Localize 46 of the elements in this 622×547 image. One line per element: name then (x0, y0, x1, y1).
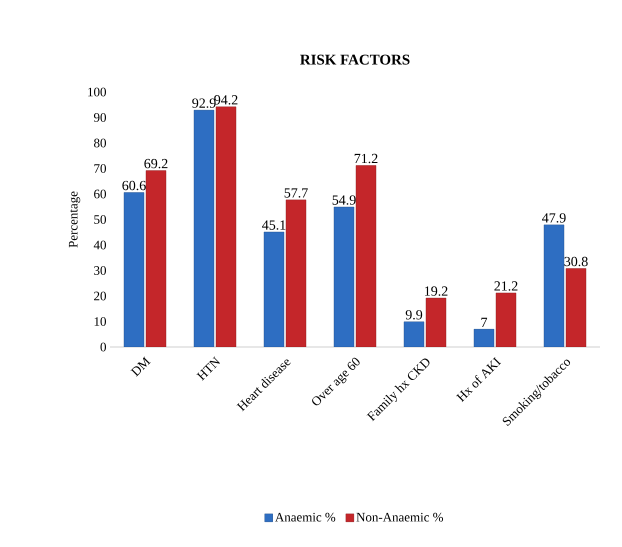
y-tick-label: 40 (94, 240, 106, 250)
y-tick-label: 90 (94, 113, 106, 122)
data-label: 9.9 (406, 310, 422, 320)
legend-label: Anaemic % (275, 512, 336, 522)
data-label: 47.9 (542, 213, 566, 223)
bar (566, 268, 586, 347)
data-label: 54.9 (332, 195, 356, 205)
x-tick-label: DM (130, 356, 151, 377)
data-label: 21.2 (494, 281, 518, 291)
y-tick-label: 60 (94, 190, 106, 198)
bar (544, 224, 564, 347)
bar (474, 328, 494, 347)
bar (216, 106, 236, 347)
data-label: 30.8 (564, 256, 588, 266)
chart-title: RISK FACTORS (300, 54, 410, 65)
y-tick-label: 0 (100, 342, 106, 352)
y-axis-title: Percentage (68, 192, 80, 248)
bar (356, 165, 376, 347)
data-label: 92.9 (192, 98, 216, 108)
bar (264, 232, 284, 347)
data-label: 69.2 (144, 158, 168, 168)
bar (404, 322, 424, 347)
y-tick-label: 50 (94, 215, 106, 224)
y-tick-label: 70 (94, 164, 106, 173)
bar (286, 200, 306, 347)
bar (426, 298, 446, 347)
data-label: 19.2 (425, 286, 448, 296)
bar (146, 170, 166, 347)
x-tick-label: Over age 60 (312, 358, 360, 406)
data-label: 60.6 (122, 180, 146, 190)
x-tick-label: Hx of AKI (456, 357, 502, 402)
y-tick-label: 20 (94, 292, 106, 300)
data-label: 57.7 (284, 188, 308, 198)
y-tick-label: 30 (94, 266, 106, 275)
data-label: 7 (481, 318, 488, 327)
data-label: 45.1 (262, 220, 286, 230)
data-label: 94.2 (214, 95, 238, 105)
legend-label: Non-Anaemic % (356, 512, 444, 522)
y-tick-label: 100 (88, 88, 106, 96)
y-tick-label: 10 (94, 317, 106, 326)
data-label: 71.2 (354, 154, 378, 164)
bar (124, 192, 144, 347)
bar (496, 292, 516, 347)
y-tick-label: 80 (94, 138, 106, 148)
bar (194, 110, 214, 347)
bar (334, 206, 354, 347)
